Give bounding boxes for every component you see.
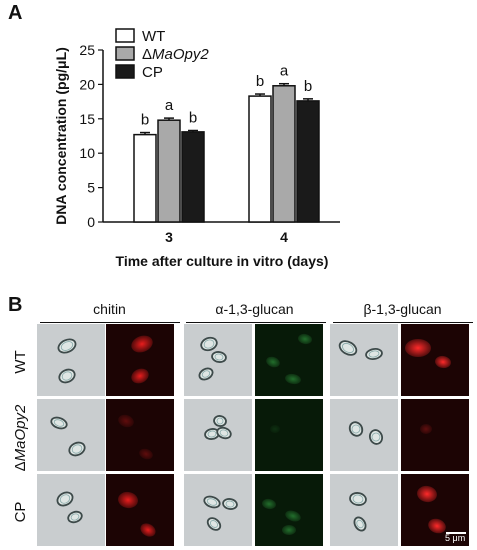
brightfield-image (330, 474, 398, 546)
fluorescence-image (106, 399, 174, 471)
y-axis-title: DNA concentration (pg/μL) (53, 47, 69, 225)
significance-letter-WT-day3: b (141, 112, 149, 129)
y-tick-label-0: 0 (87, 214, 95, 230)
brightfield-image (37, 474, 105, 546)
brightfield-image (37, 399, 105, 471)
column-underline-alpha-glucan (186, 322, 326, 323)
column-underline-beta-glucan (333, 322, 473, 323)
column-header-beta-glucan: β-1,3-glucan (363, 301, 442, 317)
fluorescence-image (401, 474, 469, 546)
row-label-cp: CP (12, 501, 29, 523)
brightfield-image (37, 324, 105, 396)
fluorescence-image (106, 474, 174, 546)
fluorescence-image (255, 474, 323, 546)
bar-WT-day4 (248, 95, 272, 223)
fluorescence-image (401, 324, 469, 396)
panel-b-label: B (8, 294, 23, 316)
y-tick-label-10: 10 (79, 145, 95, 161)
significance-letter-CP-day3: b (189, 109, 197, 126)
x-tick-label-4: 4 (280, 229, 288, 245)
legend-label-CP: CP (142, 64, 163, 81)
y-tick-label-20: 20 (79, 76, 95, 92)
brightfield-image (184, 324, 252, 396)
legend-swatch-WT (115, 28, 135, 43)
scale-bar (446, 532, 466, 534)
bar-WT-day3 (133, 133, 157, 223)
bar-ΔMaOpy2-day4 (272, 85, 296, 223)
fluorescence-image (255, 324, 323, 396)
fluorescence-image (106, 324, 174, 396)
y-tick-label-15: 15 (79, 111, 95, 127)
x-axis-title: Time after culture in vitro (days) (116, 253, 329, 269)
column-underline-chitin (40, 322, 180, 323)
scale-bar-label: 5 μm (445, 533, 466, 543)
brightfield-image (330, 324, 398, 396)
brightfield-image (184, 474, 252, 546)
brightfield-image (184, 399, 252, 471)
legend-label-ΔMaOpy2: ΔMaOpy2 (142, 46, 209, 63)
brightfield-image (330, 399, 398, 471)
fluorescence-image (401, 399, 469, 471)
legend-label-WT: WT (142, 28, 165, 45)
panel-a-label: A (8, 2, 23, 24)
y-tick-label-25: 25 (79, 42, 95, 58)
bar-CP-day3 (181, 131, 205, 223)
column-header-alpha-glucan: α-1,3-glucan (215, 301, 294, 317)
significance-letter-ΔMaOpy2-day3: a (165, 97, 174, 114)
y-tick-label-5: 5 (87, 180, 95, 196)
bar-CP-day4 (296, 100, 320, 223)
row-label-wt: WT (12, 350, 29, 374)
legend-swatch-ΔMaOpy2 (115, 46, 135, 61)
bar-ΔMaOpy2-day3 (157, 119, 181, 223)
column-header-chitin: chitin (93, 301, 126, 317)
row-label-mutant: ΔMaOpy2 (12, 404, 29, 472)
fluorescence-image (255, 399, 323, 471)
x-tick-label-3: 3 (165, 229, 173, 245)
significance-letter-ΔMaOpy2-day4: a (280, 63, 289, 80)
legend-swatch-CP (115, 64, 135, 79)
significance-letter-WT-day4: b (256, 73, 264, 90)
significance-letter-CP-day4: b (304, 78, 312, 95)
